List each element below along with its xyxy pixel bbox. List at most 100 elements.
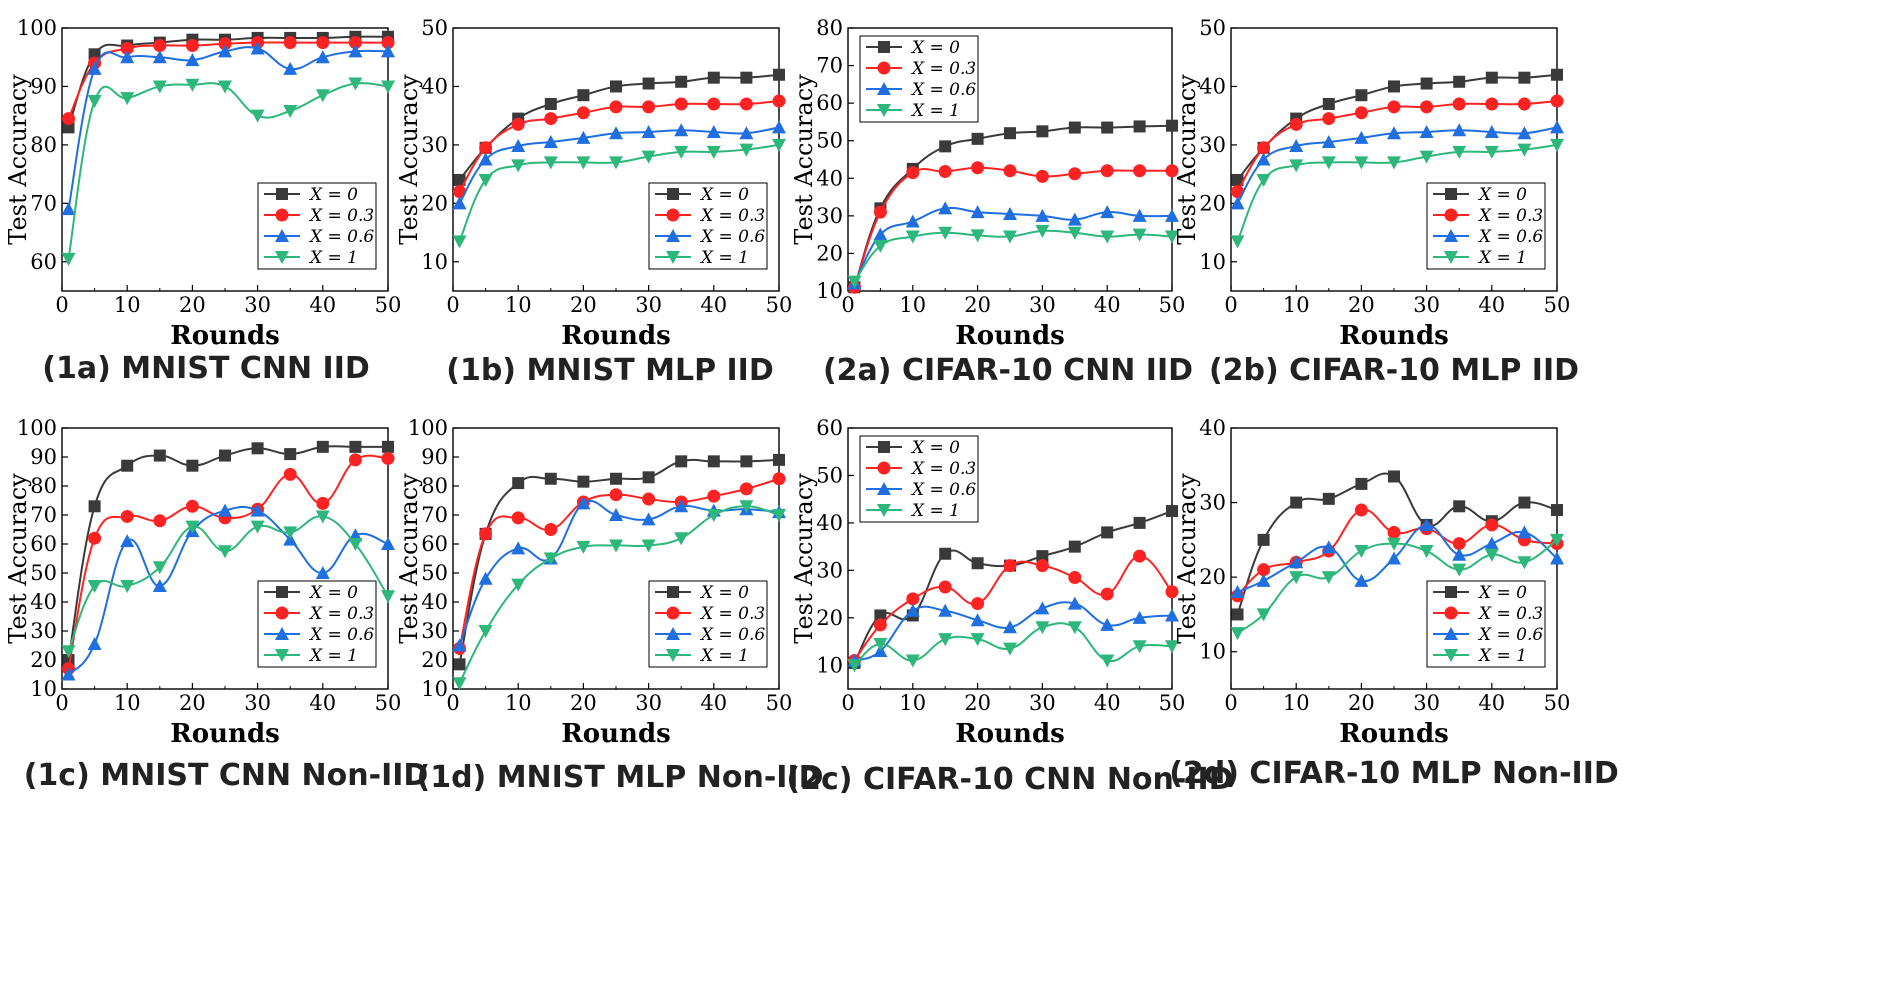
data-point <box>1068 540 1081 553</box>
data-point <box>641 150 656 164</box>
data-point <box>381 80 395 94</box>
data-point <box>1452 547 1467 561</box>
y-tick-label: 80 <box>816 16 843 40</box>
data-point <box>847 659 862 673</box>
data-point <box>577 89 590 102</box>
data-point <box>453 173 466 186</box>
plot-frame <box>847 27 1173 292</box>
x-tick-label: 30 <box>635 691 662 715</box>
series-line <box>847 201 1179 290</box>
data-point <box>773 68 785 81</box>
y-tick-label: 60 <box>30 250 57 274</box>
data-point <box>478 173 493 187</box>
data-point <box>316 440 329 453</box>
data-point <box>1485 97 1499 111</box>
data-point <box>772 472 786 486</box>
data-point <box>1355 477 1368 490</box>
data-point <box>971 597 985 611</box>
data-point <box>1165 230 1179 244</box>
data-point <box>1230 196 1245 210</box>
data-point <box>1067 621 1082 635</box>
data-point <box>1165 608 1179 622</box>
data-point <box>1290 496 1303 509</box>
data-point <box>877 482 891 495</box>
data-point <box>283 526 298 540</box>
y-tick-label: 100 <box>17 16 57 40</box>
y-tick-label: 90 <box>421 445 448 469</box>
data-point <box>674 532 689 546</box>
data-point <box>478 571 493 585</box>
data-point <box>1230 585 1245 599</box>
y-tick-label: 20 <box>816 606 843 630</box>
data-point <box>1444 606 1458 620</box>
x-tick-label: 0 <box>55 293 68 317</box>
x-tick-label: 30 <box>244 691 271 715</box>
data-point <box>275 627 289 640</box>
x-tick-label: 20 <box>570 293 597 317</box>
series-line <box>1230 533 1564 641</box>
y-tick-label: 30 <box>421 133 448 157</box>
data-point <box>185 39 199 53</box>
data-point <box>847 275 862 289</box>
data-point <box>250 41 265 55</box>
data-point <box>1100 617 1115 631</box>
data-point <box>1256 608 1271 622</box>
data-point <box>544 112 558 126</box>
data-point <box>62 121 75 134</box>
panel-caption: (2c) CIFAR-10 CNN Non-IID <box>786 762 1233 797</box>
y-tick-label: 60 <box>421 532 448 556</box>
y-tick-label: 40 <box>816 166 843 190</box>
data-point <box>1387 551 1401 565</box>
data-point <box>878 41 890 53</box>
data-point <box>1231 608 1244 621</box>
data-point <box>276 586 288 598</box>
data-point <box>218 80 232 94</box>
data-point <box>1517 97 1531 111</box>
series-curve <box>67 82 389 260</box>
series-line <box>452 500 786 691</box>
data-point <box>1452 537 1466 551</box>
legend-label: X = 0.3 <box>1477 206 1543 226</box>
data-point <box>1004 127 1016 140</box>
data-point <box>218 545 232 559</box>
y-tick-label: 20 <box>1199 191 1226 215</box>
data-point <box>1256 573 1271 587</box>
data-point <box>152 579 167 593</box>
data-point <box>772 509 786 522</box>
data-point <box>1035 224 1050 238</box>
data-point <box>576 496 591 510</box>
data-point <box>478 625 493 638</box>
data-point <box>275 649 289 662</box>
panel-caption: (2a) CIFAR-10 CNN IID <box>823 353 1193 388</box>
data-point <box>275 229 289 242</box>
y-axis-title: Test Accuracy <box>395 473 423 644</box>
data-point <box>873 618 887 632</box>
y-tick-label: 80 <box>30 133 57 157</box>
y-tick-label: 30 <box>816 558 843 582</box>
data-point <box>1100 587 1114 601</box>
data-point <box>666 229 680 242</box>
legend: X = 0X = 0.3X = 0.6X = 1 <box>1426 182 1546 270</box>
data-point <box>1289 117 1303 131</box>
data-point <box>576 156 591 170</box>
data-point <box>1518 71 1531 84</box>
data-point <box>1452 145 1467 159</box>
data-point <box>877 104 891 117</box>
data-point <box>1289 555 1304 569</box>
data-point <box>1257 141 1271 155</box>
data-point <box>1231 173 1244 186</box>
data-point <box>610 80 622 93</box>
data-point <box>707 455 720 468</box>
y-tick-label: 30 <box>421 619 448 643</box>
x-axis-title: Rounds <box>561 719 671 749</box>
x-axis-title: Rounds <box>170 719 280 749</box>
data-point <box>120 50 135 64</box>
data-point <box>873 205 887 219</box>
legend-label: X = 1 <box>308 248 358 268</box>
legend-label: X = 0.3 <box>699 206 765 226</box>
data-point <box>938 226 953 240</box>
data-point <box>666 208 680 222</box>
data-point <box>576 130 591 144</box>
data-point <box>1003 206 1017 220</box>
data-point <box>905 654 920 668</box>
